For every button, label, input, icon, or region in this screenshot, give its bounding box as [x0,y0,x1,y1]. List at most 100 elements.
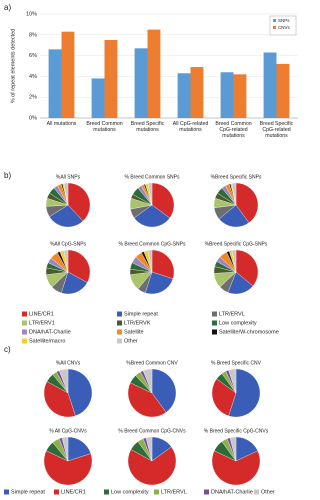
pie-slice [151,249,175,279]
pie-slice [211,450,261,486]
legend-swatch [117,338,122,344]
legend-label: SNPs [278,18,290,23]
pie-slice [49,204,84,228]
legend-label: Other [124,338,138,344]
pie-slice [67,368,93,417]
legend-label: Satellite/macro [29,338,65,344]
legend-swatch [22,329,27,335]
x-tick-label-box: All mutations [46,121,77,127]
legend-swatch [4,489,9,495]
pie-title: % Breed Common CpG-CNVs [118,428,186,434]
legend-swatch [22,311,27,317]
pie-slice [228,368,237,394]
pie-slice [127,382,167,418]
y-tick-label: 6% [29,53,37,59]
panel-label: c) [4,345,11,354]
x-tick-label-box: Breed Specific CpG-related mutations [259,121,294,139]
x-tick-label: Breed Common mutations [86,121,123,133]
pie-slice [147,182,153,206]
y-axis-title: % of repeat elements detected [10,29,16,104]
pie-slice [133,204,171,228]
legend-label: DNA/hAT-Charlie [29,329,71,335]
pie-slice [67,182,91,222]
pie-slice [235,249,259,287]
legend-swatch [212,320,217,326]
pie-title: %All CNVs [56,360,81,366]
legend-label: DNA/hAT-Charlie [211,489,253,495]
bar [190,67,204,118]
legend-label: Satellite/W-chromosome [219,329,279,335]
legend-swatch [254,489,259,495]
legend-label: CNVs [278,25,291,30]
pie-slice [142,368,153,394]
pie-slice [151,368,177,413]
legend-swatch [117,311,122,317]
x-tick-label: All CpG-related mutations [172,121,209,133]
panel-label: b) [4,171,11,180]
legend-box [269,15,297,36]
pie-slice [228,368,261,418]
legend-swatch [212,311,217,317]
pie-slice [61,436,69,462]
pie-title: % Breed Specific CpG-CNVs [204,428,269,434]
legend-label: LINE/CR1 [29,311,54,317]
legend-label: LTR/ERVL [161,489,187,495]
legend-swatch [22,320,27,326]
pie-title: % Breed Common SNPs [124,174,180,180]
legend-swatch [212,329,217,335]
pie-slice [211,378,237,417]
legend-swatch [54,489,59,495]
legend-label: LTR/ERV1 [29,320,55,326]
bar [147,29,161,119]
legend-swatch [273,26,276,29]
bar [104,40,118,118]
pie-slice [145,271,174,295]
panel-label: a) [4,3,11,12]
x-tick-label: All mutations [46,121,77,127]
pie-title: %Breed Specific CpG-SNPs [205,241,268,247]
pie-slice [229,436,237,462]
legend-label: LTR/ERVK [124,320,151,326]
pie-title: % Breed Specific CNV [211,360,262,366]
x-tick-label-box: Breed Specific mutations [130,121,165,133]
x-tick-label-box: Breed Common CpG-related mutations [215,121,252,139]
legend-swatch [204,489,209,495]
pie-slice [43,381,76,418]
legend-swatch [22,338,27,344]
pie-slice [67,249,91,283]
pie-title: %All SNPs [56,174,81,180]
bar [91,78,105,118]
bar [276,63,290,118]
pie-slice [43,450,93,486]
bar [177,73,191,118]
pie-slice [235,182,259,224]
bar [233,74,247,118]
legend-label: Simple repeat [11,489,45,495]
x-tick-label: Breed Specific mutations [130,121,165,133]
pie-title: %Breed Specific SNPs [211,174,262,180]
bar [134,48,148,118]
bar [48,49,62,118]
legend-swatch [117,329,122,335]
legend-label: Low complexity [219,320,257,326]
x-tick-label: Breed Specific CpG-related mutations [259,121,294,139]
legend-label: Satellite [124,329,144,335]
pie-slice [145,436,153,462]
legend-label: Low complexity [111,489,149,495]
y-tick-label: 0% [29,115,37,121]
pie-slice [231,182,237,206]
y-tick-label: 4% [29,74,37,80]
bar [220,72,234,118]
legend-label: Simple repeat [124,311,158,317]
pie-slice [218,204,250,228]
y-tick-label: 2% [29,95,37,101]
legend-label: Other [261,489,275,495]
legend-swatch [117,320,122,326]
pie-slice [63,182,69,206]
y-tick-label: 10% [26,11,37,17]
pie-title: %Breed Common CNV [126,360,178,366]
y-tick-label: 8% [29,32,37,38]
bar [61,31,75,118]
legend-swatch [273,19,276,22]
x-tick-label: Breed Common CpG-related mutations [215,121,252,139]
